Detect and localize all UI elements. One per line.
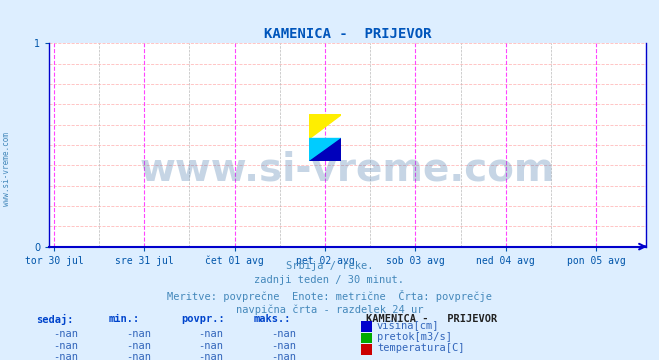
Text: -nan: -nan bbox=[126, 352, 151, 360]
Text: -nan: -nan bbox=[198, 329, 223, 339]
Text: -nan: -nan bbox=[271, 341, 296, 351]
Text: povpr.:: povpr.: bbox=[181, 314, 225, 324]
Text: temperatura[C]: temperatura[C] bbox=[377, 343, 465, 354]
Text: www.si-vreme.com: www.si-vreme.com bbox=[2, 132, 11, 206]
Polygon shape bbox=[309, 114, 341, 138]
Text: -nan: -nan bbox=[271, 329, 296, 339]
Polygon shape bbox=[309, 138, 341, 161]
Text: -nan: -nan bbox=[198, 352, 223, 360]
Text: sedaj:: sedaj: bbox=[36, 314, 74, 325]
Text: Meritve: povprečne  Enote: metrične  Črta: povprečje: Meritve: povprečne Enote: metrične Črta:… bbox=[167, 290, 492, 302]
Text: Srbija / reke.: Srbija / reke. bbox=[286, 261, 373, 271]
Text: maks.:: maks.: bbox=[254, 314, 291, 324]
Text: pretok[m3/s]: pretok[m3/s] bbox=[377, 332, 452, 342]
Polygon shape bbox=[309, 138, 341, 161]
Text: -nan: -nan bbox=[53, 329, 78, 339]
Text: -nan: -nan bbox=[53, 352, 78, 360]
Title: KAMENICA -  PRIJEVOR: KAMENICA - PRIJEVOR bbox=[264, 27, 432, 41]
Text: KAMENICA -   PRIJEVOR: KAMENICA - PRIJEVOR bbox=[366, 314, 497, 324]
Text: višina[cm]: višina[cm] bbox=[377, 320, 440, 330]
Text: navpična črta - razdelek 24 ur: navpična črta - razdelek 24 ur bbox=[236, 304, 423, 315]
Text: -nan: -nan bbox=[53, 341, 78, 351]
Text: www.si-vreme.com: www.si-vreme.com bbox=[140, 150, 556, 188]
Text: -nan: -nan bbox=[126, 341, 151, 351]
Text: min.:: min.: bbox=[109, 314, 140, 324]
Text: -nan: -nan bbox=[198, 341, 223, 351]
Text: -nan: -nan bbox=[271, 352, 296, 360]
Text: -nan: -nan bbox=[126, 329, 151, 339]
Text: zadnji teden / 30 minut.: zadnji teden / 30 minut. bbox=[254, 275, 405, 285]
